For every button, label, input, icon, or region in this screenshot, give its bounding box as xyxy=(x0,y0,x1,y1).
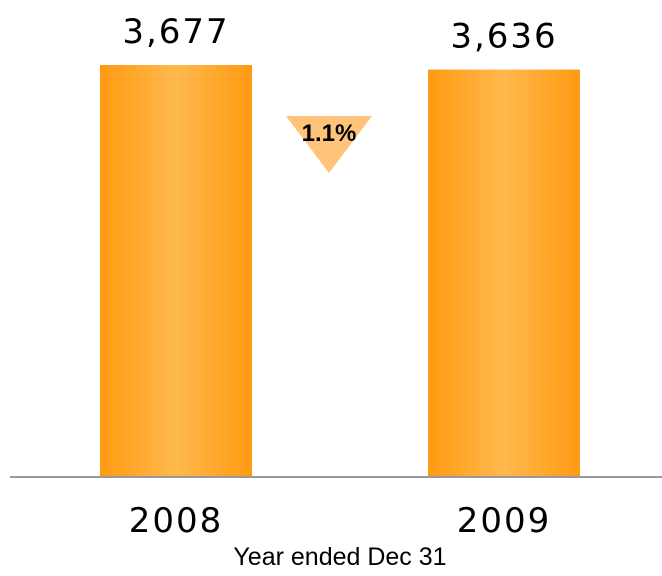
x-tick-labels: 2008 2009 xyxy=(129,501,552,541)
data-labels: 3,677 3,636 xyxy=(122,12,557,57)
bar-2008 xyxy=(100,65,252,477)
data-label-2009: 3,636 xyxy=(450,17,557,57)
data-label-2008: 3,677 xyxy=(122,12,229,52)
change-percent-label: 1.1% xyxy=(302,120,357,147)
bar-2009 xyxy=(428,69,580,477)
bars xyxy=(100,65,580,477)
x-tick-label-2009: 2009 xyxy=(457,501,552,541)
x-axis-title: Year ended Dec 31 xyxy=(233,543,446,571)
x-tick-label-2008: 2008 xyxy=(129,501,224,541)
change-down-marker xyxy=(286,116,372,173)
